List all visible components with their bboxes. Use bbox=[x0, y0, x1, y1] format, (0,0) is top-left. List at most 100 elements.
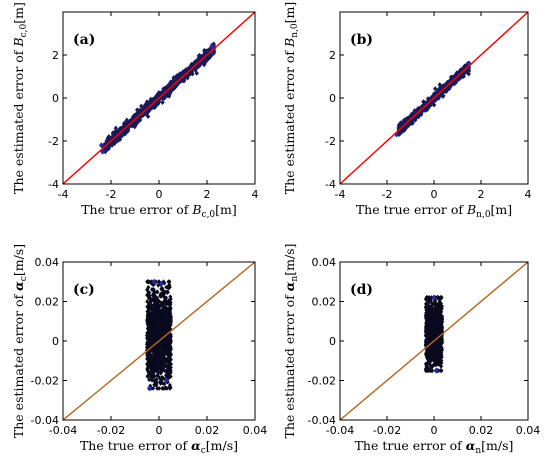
data-point bbox=[155, 322, 160, 328]
data-point bbox=[168, 365, 173, 371]
data-point bbox=[421, 99, 426, 105]
data-point bbox=[171, 79, 176, 85]
data-point bbox=[162, 294, 167, 300]
data-point bbox=[152, 324, 157, 330]
data-point bbox=[159, 361, 164, 366]
x-axis-label: The true error of Bc,0[m] bbox=[81, 202, 237, 220]
data-point bbox=[146, 322, 151, 328]
data-point bbox=[433, 329, 438, 335]
x-tick-label: 2 bbox=[204, 188, 211, 201]
data-point bbox=[165, 321, 170, 327]
data-point bbox=[436, 306, 441, 312]
x-axis-label: The true error of Bn,0[m] bbox=[356, 202, 512, 220]
data-point bbox=[161, 301, 166, 307]
data-point bbox=[159, 340, 164, 346]
data-point bbox=[167, 331, 172, 336]
data-point bbox=[147, 107, 152, 113]
data-point bbox=[135, 107, 140, 113]
data-point bbox=[160, 346, 165, 352]
data-point bbox=[145, 317, 150, 323]
data-point bbox=[165, 370, 170, 376]
data-point bbox=[461, 73, 466, 79]
data-point bbox=[145, 326, 150, 331]
data-point bbox=[162, 363, 167, 369]
data-point bbox=[424, 310, 429, 316]
scatter-panel-a: -4 -2 0 2 4 -4 -2 0 2 (a) The true error of Bc,0[m… bbox=[11, 2, 259, 220]
data-point bbox=[439, 326, 444, 332]
data-point bbox=[202, 47, 207, 54]
data-point bbox=[152, 306, 157, 312]
data-point bbox=[433, 357, 438, 362]
data-point bbox=[158, 321, 163, 327]
data-point bbox=[154, 352, 159, 357]
data-point bbox=[203, 59, 208, 65]
y-tick-label: 2 bbox=[329, 49, 336, 62]
data-point bbox=[199, 58, 204, 65]
x-tick-label: 0.02 bbox=[469, 424, 494, 437]
y-tick-label: 0.04 bbox=[312, 256, 337, 269]
data-point bbox=[159, 366, 164, 372]
data-point bbox=[173, 74, 179, 80]
data-point bbox=[167, 348, 172, 354]
data-point bbox=[435, 325, 440, 331]
data-point bbox=[426, 368, 431, 374]
data-point bbox=[205, 57, 210, 63]
data-point bbox=[433, 86, 438, 92]
data-point bbox=[168, 374, 173, 379]
data-point bbox=[146, 310, 151, 315]
data-point bbox=[427, 357, 432, 363]
data-point bbox=[147, 340, 152, 346]
x-tick-label: -0.04 bbox=[326, 424, 354, 437]
data-point bbox=[434, 343, 439, 349]
reference-line-y-equals-x bbox=[340, 262, 528, 420]
data-point bbox=[434, 352, 439, 358]
data-point bbox=[439, 363, 444, 369]
data-point bbox=[438, 296, 443, 301]
data-point bbox=[148, 311, 153, 317]
data-point bbox=[154, 289, 159, 295]
data-point bbox=[423, 361, 428, 367]
data-point bbox=[423, 312, 428, 318]
data-point bbox=[426, 314, 431, 320]
data-point bbox=[434, 302, 439, 308]
data-point bbox=[152, 313, 157, 318]
data-point bbox=[158, 293, 163, 299]
data-point bbox=[438, 353, 443, 359]
data-point bbox=[194, 70, 199, 76]
data-point bbox=[158, 326, 163, 332]
y-tick-label: 2 bbox=[52, 49, 59, 62]
data-point bbox=[184, 67, 190, 73]
data-point bbox=[151, 386, 156, 391]
data-point bbox=[147, 293, 152, 298]
data-point bbox=[428, 324, 433, 329]
data-point bbox=[429, 352, 434, 357]
y-tick-label: -0.04 bbox=[308, 414, 336, 427]
data-point bbox=[438, 341, 443, 347]
data-point bbox=[146, 332, 151, 338]
data-point bbox=[198, 54, 203, 60]
data-point bbox=[152, 366, 157, 372]
data-point bbox=[168, 306, 173, 312]
data-point bbox=[156, 282, 161, 288]
data-point bbox=[188, 68, 193, 74]
data-point bbox=[147, 295, 152, 300]
data-point bbox=[455, 74, 461, 81]
data-point bbox=[432, 362, 437, 368]
data-point bbox=[162, 348, 167, 353]
outlier-point bbox=[163, 377, 169, 384]
data-point bbox=[154, 345, 159, 350]
x-tick-label: -0.02 bbox=[373, 424, 401, 437]
y-tick-label: 0 bbox=[329, 335, 336, 348]
data-point bbox=[113, 125, 119, 131]
data-point bbox=[434, 358, 439, 364]
data-point bbox=[131, 115, 137, 122]
data-point bbox=[123, 121, 129, 127]
data-point bbox=[134, 119, 140, 125]
data-point bbox=[451, 75, 457, 81]
data-point bbox=[145, 299, 150, 304]
data-point bbox=[168, 315, 173, 321]
data-point bbox=[160, 99, 165, 105]
y-axis-label: The estimated error of Bn,0[m] bbox=[282, 2, 300, 194]
data-point bbox=[439, 358, 444, 363]
